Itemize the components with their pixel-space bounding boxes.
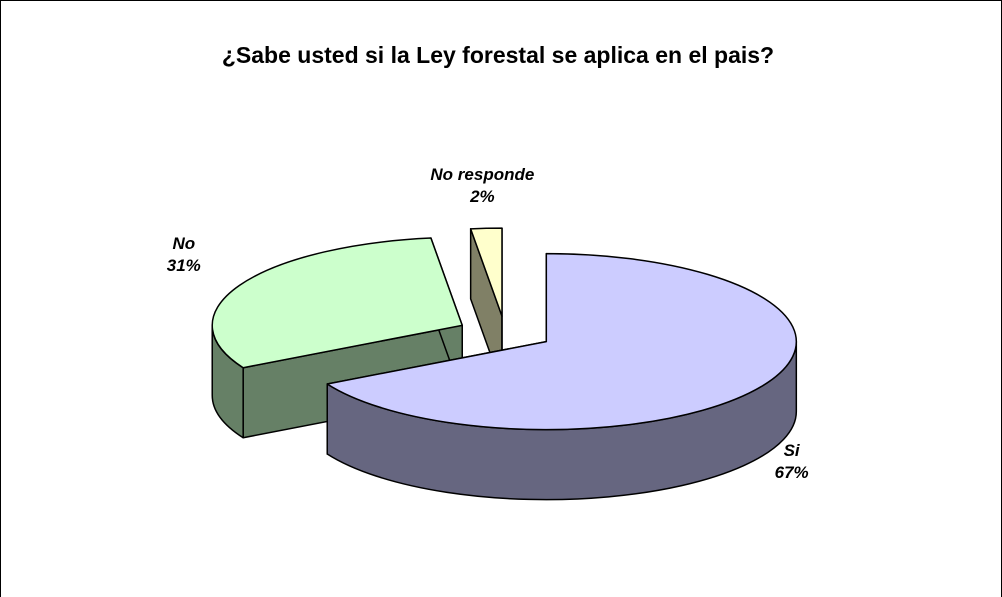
slice-label: No responde — [430, 165, 534, 184]
chart-title: ¿Sabe usted si la Ley forestal se aplica… — [222, 42, 774, 68]
slice-value-label: 67% — [775, 463, 809, 482]
slice-top — [211, 237, 463, 369]
slice-value-label: 2% — [469, 187, 495, 206]
slice-label: No — [172, 234, 195, 253]
slice-value-label: 31% — [167, 256, 201, 275]
slice-top — [469, 227, 503, 317]
slice-label: Si — [784, 441, 801, 460]
slice-top — [326, 252, 798, 431]
